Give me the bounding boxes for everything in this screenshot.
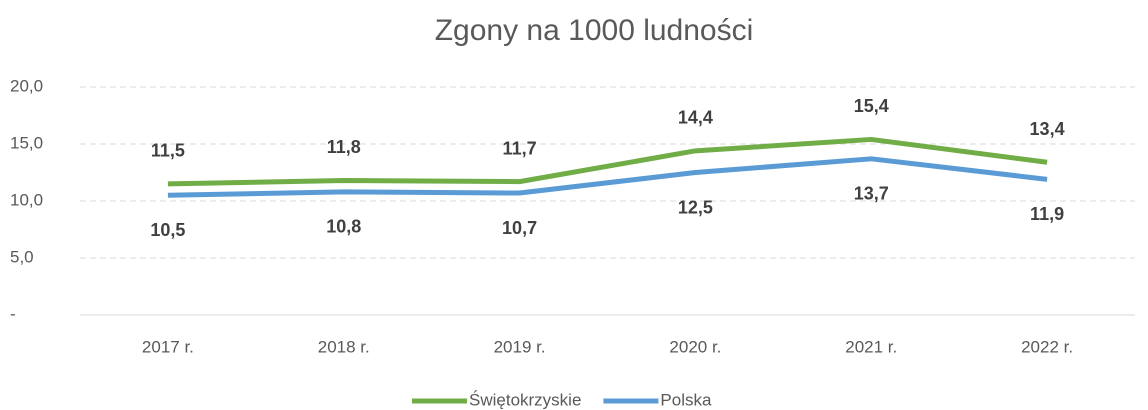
x-tick-label: 2021 r. <box>845 337 897 356</box>
series-line <box>167 156 1048 198</box>
y-tick-label: 10,0 <box>10 190 43 209</box>
data-label: 15,4 <box>854 96 889 116</box>
data-label: 12,5 <box>678 197 713 217</box>
x-tick-label: 2020 r. <box>669 337 721 356</box>
y-tick-label: 20,0 <box>10 76 43 95</box>
data-label: 11,8 <box>327 137 361 157</box>
x-tick-label: 2018 r. <box>318 337 370 356</box>
y-tick-label: 15,0 <box>10 133 43 152</box>
data-label: 11,9 <box>1030 204 1064 224</box>
data-label: 13,7 <box>854 184 889 204</box>
chart-title: Zgony na 1000 ludności <box>435 14 754 47</box>
y-tick-label: - <box>10 304 16 323</box>
data-label: 10,8 <box>326 217 361 237</box>
series-line <box>167 136 1048 187</box>
x-tick-label: 2019 r. <box>494 337 546 356</box>
data-label: 11,7 <box>503 138 537 158</box>
legend-label: Polska <box>660 390 712 409</box>
data-label: 10,5 <box>150 220 185 240</box>
x-tick-label: 2022 r. <box>1021 337 1073 356</box>
data-label: 10,7 <box>502 218 537 238</box>
y-tick-label: 5,0 <box>10 247 34 266</box>
data-label: 11,5 <box>151 141 185 161</box>
data-label: 14,4 <box>678 108 713 128</box>
x-tick-label: 2017 r. <box>142 337 194 356</box>
legend-label: Świętokrzyskie <box>469 390 581 409</box>
data-label: 13,4 <box>1030 119 1065 139</box>
